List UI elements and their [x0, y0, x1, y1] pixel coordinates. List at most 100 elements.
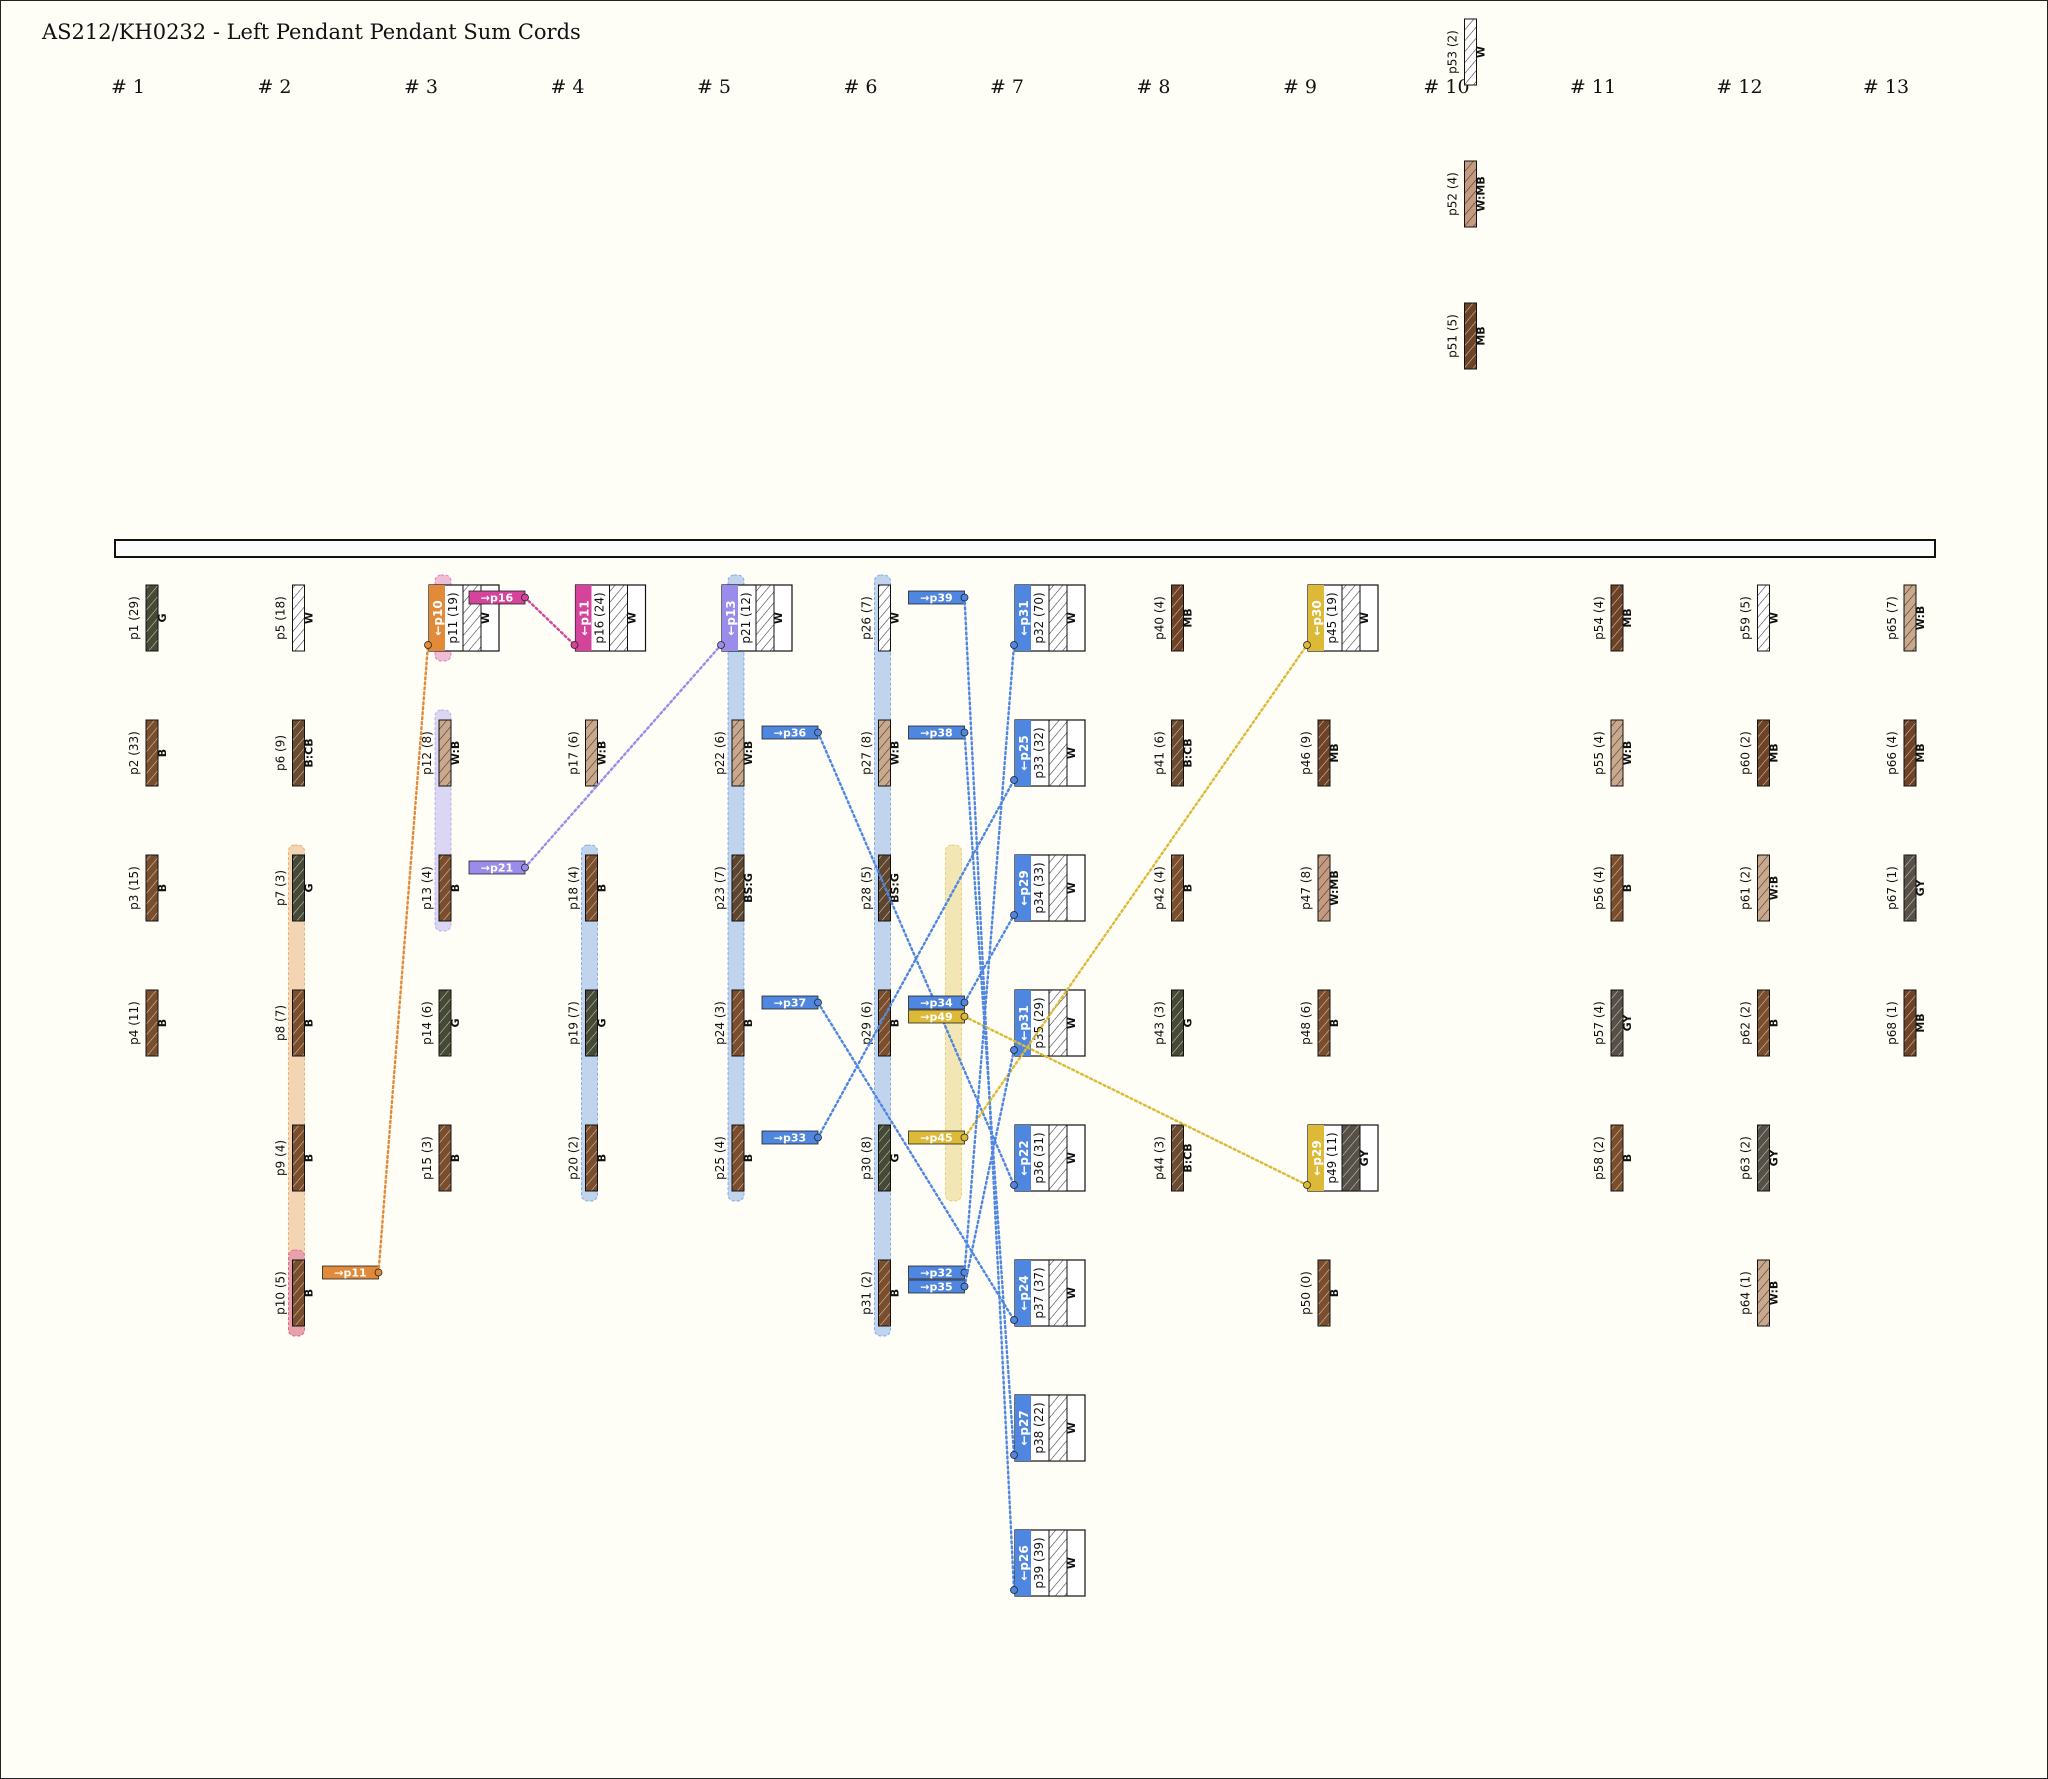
cord-label: p31 (2) [860, 1271, 874, 1315]
cord-color-code: BS:G [742, 873, 755, 903]
link-dot [1010, 1046, 1018, 1054]
cord-label: p46 (9) [1299, 731, 1313, 775]
cord-label: p54 (4) [1592, 596, 1606, 640]
cord-label: p67 (1) [1885, 866, 1899, 910]
link-line [377, 643, 430, 1274]
link-dot [424, 641, 432, 649]
link-dot [374, 1268, 383, 1277]
sum-tag-label: ←p24 [1017, 1275, 1031, 1310]
cord-color-code: W:B [742, 741, 755, 766]
cord-body [878, 719, 891, 787]
sum-tag-label: ←p31 [1017, 600, 1031, 635]
primary-cord [114, 539, 1936, 558]
link-label: →p38 [920, 727, 952, 740]
cord-label: p68 (1) [1885, 1001, 1899, 1045]
cord-color-code: B [303, 1019, 316, 1027]
cord-body [1903, 584, 1917, 652]
cord-label: p6 (9) [274, 735, 288, 771]
cord-color-code: W [889, 612, 902, 624]
pendant-cord: p23 (7) BS:G [713, 854, 755, 922]
pendant-cord: p56 (4) B [1592, 854, 1634, 922]
cord-label: p17 (6) [567, 731, 581, 775]
diagram-title: AS212/KH0232 - Left Pendant Pendant Sum … [42, 20, 581, 44]
cord-color-code: W:MB [1475, 176, 1488, 212]
cord-label: p63 (2) [1739, 1136, 1753, 1180]
cord-body [1341, 1124, 1361, 1192]
cord-body [292, 1259, 305, 1327]
pendant-cord: p58 (2) B [1592, 1124, 1634, 1192]
cord-color-code: B [156, 1019, 169, 1027]
link-label: →p32 [920, 1267, 952, 1280]
cord-color-code: B:CB [1182, 1143, 1195, 1172]
cord-body [1757, 1259, 1770, 1327]
cord-body [292, 989, 305, 1057]
pendant-cord: p19 (7) G [567, 989, 609, 1057]
pendant-cord: ←p27 p38 (22) W [1014, 1394, 1086, 1462]
sum-tag [1308, 585, 1324, 651]
cord-body [292, 1124, 305, 1192]
cord-label: p44 (3) [1153, 1136, 1167, 1180]
pendant-cord: ←p29 p34 (33) W [1014, 854, 1086, 922]
link-dot [1303, 1181, 1311, 1189]
pendant-cord: p14 (6) G [420, 989, 462, 1057]
cord-body [292, 584, 305, 652]
cord-body [1048, 1124, 1068, 1192]
pendant-cord: p64 (1) W:B [1739, 1259, 1781, 1327]
cord-body [438, 854, 452, 922]
cord-body [878, 989, 891, 1057]
pendant-cord: p55 (4) W:B [1592, 719, 1634, 787]
cord-body [585, 719, 598, 787]
cord-body [1171, 719, 1184, 787]
sum-tag [1015, 720, 1031, 786]
pendant-cord: p31 (2) B [860, 1259, 902, 1327]
cord-color-code: W [1768, 612, 1781, 624]
cord-color-code: B [449, 1154, 462, 1162]
cord-color-code: B [1621, 884, 1634, 892]
cord-color-code: B [156, 749, 169, 757]
pendant-cord: p43 (3) G [1153, 989, 1195, 1057]
cord-label: p11 (19) [446, 592, 460, 643]
link-dot [717, 641, 725, 649]
cord-body [1317, 989, 1331, 1057]
pendant-cord: p25 (4) B [713, 1124, 755, 1192]
pendant-cord: p40 (4) MB [1153, 584, 1195, 652]
pendant-cord: p42 (4) B [1153, 854, 1195, 922]
cord-color-code: W:MB [1328, 870, 1341, 906]
cord-color-code: MB [1328, 743, 1341, 762]
cord-color-code: W:B [596, 741, 609, 766]
cord-color-code: W [626, 612, 639, 624]
cord-body [1903, 989, 1917, 1057]
link-label: →p21 [481, 862, 513, 875]
cord-color-code: B [596, 884, 609, 892]
link-label: →p49 [920, 1011, 952, 1024]
group-header: # 10 [1423, 76, 1469, 98]
cord-body [1317, 719, 1331, 787]
cord-body [731, 719, 745, 787]
link-line [963, 1015, 1309, 1187]
group-header: # 5 [697, 76, 731, 98]
cord-body [1171, 584, 1184, 652]
cord-label: p16 (24) [593, 592, 607, 643]
sum-link: →p34 [908, 911, 1018, 1010]
sum-link: →p11 [322, 641, 432, 1280]
group-header: # 7 [990, 76, 1024, 98]
link-dot [1010, 911, 1018, 919]
pendant-cord: p5 (18) W [274, 584, 316, 652]
pendant-cord: p15 (3) B [420, 1124, 462, 1192]
cord-label: p37 (37) [1032, 1267, 1046, 1318]
pendant-cord: p13 (4) B [420, 854, 462, 922]
pendant-cord: p20 (2) B [567, 1124, 609, 1192]
pendant-cord: p44 (3) B:CB [1153, 1124, 1195, 1192]
cord-body [1048, 1394, 1068, 1462]
link-label: →p33 [774, 1132, 806, 1145]
group-header: # 3 [404, 76, 438, 98]
cord-body [878, 1124, 891, 1192]
cord-label: p55 (4) [1592, 731, 1606, 775]
cord-label: p38 (22) [1032, 1402, 1046, 1453]
cord-body [1171, 989, 1184, 1057]
cord-color-code: W [1475, 46, 1488, 58]
cord-body [1610, 854, 1624, 922]
cord-body [1048, 1259, 1068, 1327]
cord-color-code: B [156, 884, 169, 892]
sum-tag-label: ←p13 [724, 600, 738, 635]
